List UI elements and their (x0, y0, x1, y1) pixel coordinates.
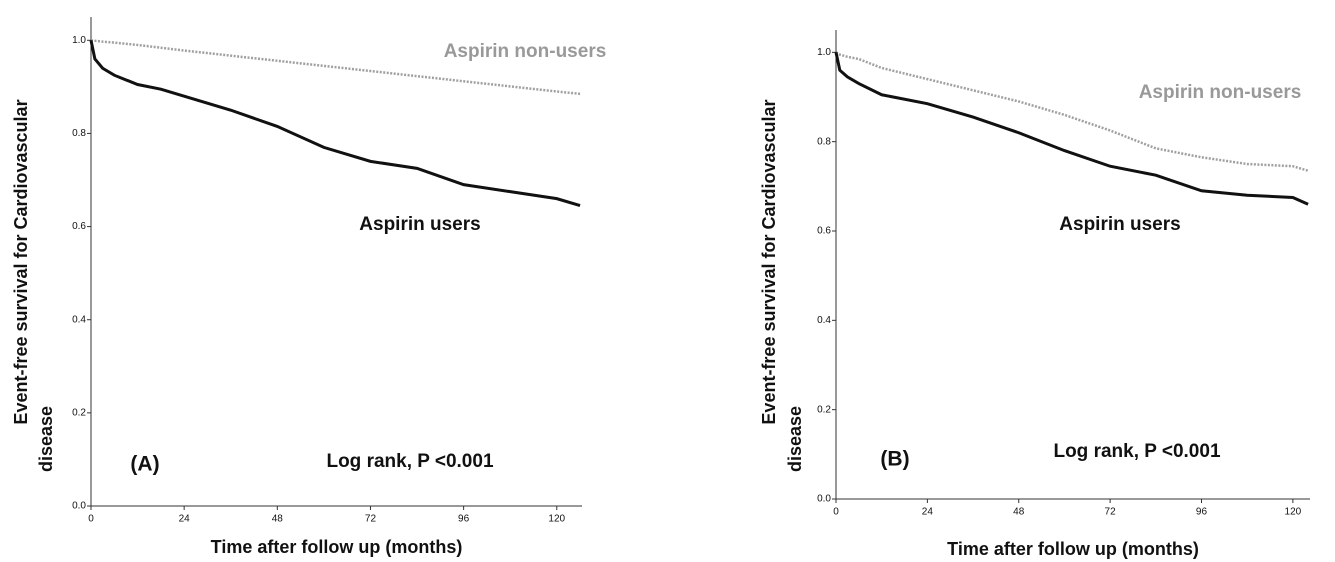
x-axis-label: Time after follow up (months) (211, 537, 463, 557)
x-tick-label: 120 (548, 514, 565, 525)
y-tick-label: 0.4 (72, 314, 86, 325)
y-axis-label: Event-free survival for Cardiovascular (11, 99, 31, 424)
x-tick-label: 24 (179, 514, 191, 525)
y-tick-label: 1.0 (817, 47, 831, 58)
survival-line (90, 39, 581, 96)
y-tick-label: 0.8 (72, 128, 86, 139)
x-tick-label: 96 (458, 514, 470, 525)
survival-line (834, 52, 1309, 206)
x-tick-label: 72 (1105, 507, 1117, 518)
x-axis-label: Time after follow up (months) (947, 539, 1199, 559)
y-axis-label: Event-free survival for Cardiovascular (759, 99, 779, 424)
series-label: Aspirin users (1059, 214, 1180, 235)
panel-label: (A) (130, 453, 159, 476)
y-tick-label: 0.2 (817, 404, 831, 415)
series-label: Aspirin non-users (444, 41, 607, 62)
y-tick-label: 0.0 (72, 501, 86, 512)
series-label: Aspirin users (359, 214, 480, 235)
annotation: Log rank, P <0.001 (1053, 441, 1220, 462)
y-tick-label: 0.6 (72, 221, 86, 232)
series-label: Aspirin non-users (1139, 82, 1302, 103)
panel-label: (B) (880, 448, 909, 471)
y-tick-label: 0.6 (817, 226, 831, 237)
y-axis-label: disease (36, 406, 56, 472)
survival-line (835, 51, 1309, 172)
x-tick-label: 120 (1285, 507, 1302, 518)
x-tick-label: 0 (88, 514, 94, 525)
x-tick-label: 48 (272, 514, 284, 525)
x-tick-label: 0 (833, 507, 839, 518)
x-tick-label: 96 (1196, 507, 1208, 518)
annotation: Log rank, P <0.001 (326, 451, 493, 472)
x-tick-label: 48 (1013, 507, 1025, 518)
y-tick-label: 0.0 (817, 494, 831, 505)
y-tick-label: 0.8 (817, 136, 831, 147)
y-tick-label: 0.4 (817, 315, 831, 326)
y-axis-label: disease (785, 406, 805, 472)
y-tick-label: 0.2 (72, 407, 86, 418)
x-tick-label: 72 (365, 514, 377, 525)
survival-line (89, 39, 581, 208)
x-tick-label: 24 (922, 507, 934, 518)
y-tick-label: 1.0 (72, 35, 86, 46)
